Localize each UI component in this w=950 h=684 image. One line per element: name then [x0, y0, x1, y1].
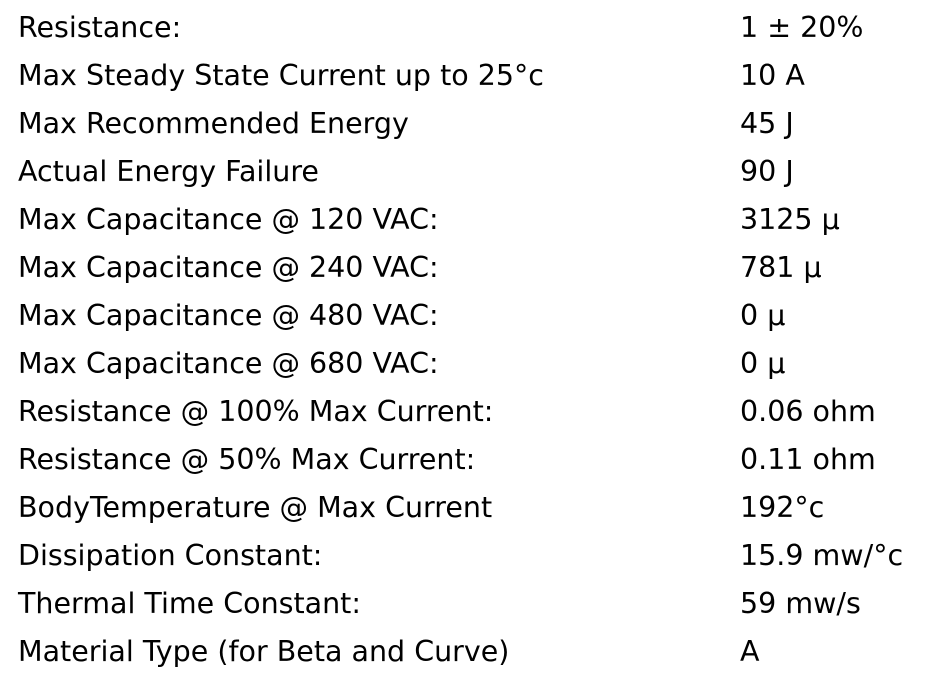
spec-label: Max Capacitance @ 480 VAC:	[18, 299, 439, 332]
spec-value: 0.11 ohm	[740, 443, 876, 476]
spec-label: Max Capacitance @ 120 VAC:	[18, 203, 439, 236]
spec-label: Material Type (for Beta and Curve)	[18, 635, 510, 668]
spec-value: 90 J	[740, 155, 794, 188]
spec-value: 0 µ	[740, 347, 786, 380]
spec-value: 0.06 ohm	[740, 395, 876, 428]
spec-value: 59 mw/s	[740, 587, 861, 620]
spec-value: 10 A	[740, 59, 805, 92]
spec-value: 45 J	[740, 107, 794, 140]
spec-label: Resistance @ 100% Max Current:	[18, 395, 494, 428]
spec-label: Resistance @ 50% Max Current:	[18, 443, 476, 476]
spec-label: Max Capacitance @ 240 VAC:	[18, 251, 439, 284]
spec-value: 192°c	[740, 491, 825, 524]
spec-value: 781 µ	[740, 251, 822, 284]
spec-label: Max Recommended Energy	[18, 107, 409, 140]
spec-label: Resistance:	[18, 11, 182, 44]
spec-label: BodyTemperature @ Max Current	[18, 491, 493, 524]
spec-label: Actual Energy Failure	[18, 155, 319, 188]
spec-label: Max Capacitance @ 680 VAC:	[18, 347, 439, 380]
spec-value: A	[740, 635, 760, 668]
spec-value: 3125 µ	[740, 203, 840, 236]
spec-label: Thermal Time Constant:	[18, 587, 361, 620]
spec-value: 0 µ	[740, 299, 786, 332]
spec-label: Dissipation Constant:	[18, 539, 323, 572]
spec-label: Max Steady State Current up to 25°c	[18, 59, 544, 92]
spec-value: 15.9 mw/°c	[740, 539, 904, 572]
spec-value: 1 ± 20%	[740, 11, 864, 44]
